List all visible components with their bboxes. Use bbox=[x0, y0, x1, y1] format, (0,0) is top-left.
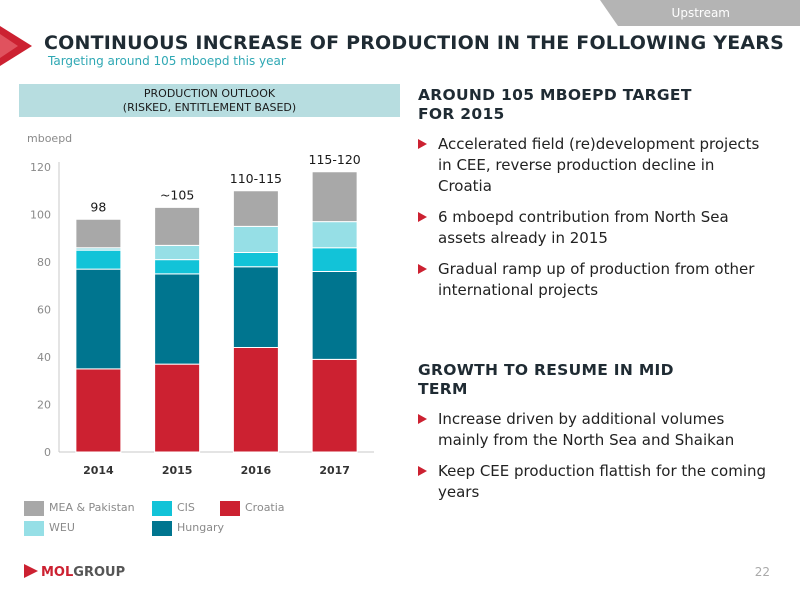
legend-swatch bbox=[152, 500, 172, 516]
bullet-item: Accelerated field (re)development projec… bbox=[418, 134, 773, 197]
bullet-arrow-icon bbox=[418, 264, 427, 274]
section1-bullets: Accelerated field (re)development projec… bbox=[418, 134, 773, 311]
bar-segment-hungary bbox=[311, 271, 358, 360]
x-tick-label: 2016 bbox=[241, 464, 272, 477]
bar-segment-mea-pakistan bbox=[311, 171, 358, 223]
bar-segment-weu bbox=[154, 244, 201, 261]
y-tick-label: 80 bbox=[37, 256, 51, 269]
legend-label: Hungary bbox=[177, 521, 224, 534]
bullet-item: Gradual ramp up of production from other… bbox=[418, 259, 773, 301]
page-subtitle: Targeting around 105 mboepd this year bbox=[48, 54, 286, 68]
legend-item: Croatia bbox=[220, 500, 285, 516]
y-tick-label: 120 bbox=[30, 161, 51, 174]
bullet-item: Keep CEE production flattish for the com… bbox=[418, 461, 773, 503]
chart-panel-subtitle: (RISKED, ENTITLEMENT BASED) bbox=[122, 101, 297, 114]
y-tick-label: 0 bbox=[44, 446, 51, 459]
bar-segment-hungary bbox=[154, 273, 201, 365]
bar-total-label: ~105 bbox=[160, 187, 194, 202]
bar-segment-mea-pakistan bbox=[154, 206, 201, 246]
legend-label: CIS bbox=[177, 501, 195, 514]
chart-panel-title: PRODUCTION OUTLOOK bbox=[143, 87, 276, 100]
bar-total-label: 98 bbox=[90, 199, 106, 214]
bullet-arrow-icon bbox=[418, 139, 427, 149]
chart-legend: Croatia Hungary CIS WEU MEA & Pakistan bbox=[24, 500, 400, 550]
logo-mark-icon bbox=[24, 564, 38, 578]
bar-segment-croatia bbox=[154, 363, 201, 453]
bar-segment-cis bbox=[154, 259, 201, 275]
legend-swatch bbox=[24, 520, 44, 536]
bar-segment-cis bbox=[232, 252, 279, 268]
page-title: CONTINUOUS INCREASE OF PRODUCTION IN THE… bbox=[44, 32, 784, 54]
legend-swatch bbox=[24, 500, 44, 516]
corner-accent-icon bbox=[0, 26, 32, 66]
bar-segment-cis bbox=[75, 249, 122, 270]
bar-total-label: 110-115 bbox=[230, 171, 282, 186]
section1-heading-line1: AROUND 105 MBOEPD TARGET bbox=[418, 86, 692, 104]
legend-item: MEA & Pakistan bbox=[24, 500, 135, 516]
section1-heading-line2: FOR 2015 bbox=[418, 105, 505, 123]
bullet-item: Increase driven by additional volumes ma… bbox=[418, 409, 773, 451]
section2-heading-line1: GROWTH TO RESUME IN MID bbox=[418, 361, 674, 379]
bar-segment-croatia bbox=[311, 358, 358, 453]
company-logo: MOLGROUP bbox=[24, 564, 125, 580]
y-axis-label: mboepd bbox=[27, 132, 72, 145]
bar-segment-croatia bbox=[232, 347, 279, 453]
section2-heading-line2: TERM bbox=[418, 380, 468, 398]
legend-label: MEA & Pakistan bbox=[49, 501, 135, 514]
bar-segment-mea-pakistan bbox=[75, 218, 122, 249]
bar-segment-croatia bbox=[75, 368, 122, 453]
chart-panel-header: PRODUCTION OUTLOOK (RISKED, ENTITLEMENT … bbox=[19, 84, 400, 117]
page-number: 22 bbox=[754, 565, 770, 579]
section2-heading: GROWTH TO RESUME IN MID TERM bbox=[418, 361, 768, 399]
y-tick-label: 20 bbox=[37, 399, 51, 412]
legend-swatch bbox=[152, 520, 172, 536]
legend-label: WEU bbox=[49, 521, 75, 534]
production-outlook-chart: mboepd 0 20 40 60 80 100 120 98 2014 ~105 2015 110-1… bbox=[27, 132, 374, 477]
legend-item: WEU bbox=[24, 520, 75, 536]
bar-segment-weu bbox=[232, 225, 279, 253]
bar-total-label: 115-120 bbox=[309, 152, 361, 167]
y-tick-label: 100 bbox=[30, 209, 51, 222]
bar-segment-cis bbox=[311, 247, 358, 272]
bullet-arrow-icon bbox=[418, 212, 427, 222]
bullet-item: 6 mboepd contribution from North Sea ass… bbox=[418, 207, 773, 249]
legend-item: CIS bbox=[152, 500, 195, 516]
legend-swatch bbox=[220, 500, 240, 516]
bullet-arrow-icon bbox=[418, 414, 427, 424]
legend-label: Croatia bbox=[245, 501, 285, 514]
section-tag: Upstream bbox=[600, 0, 800, 26]
bar-segment-hungary bbox=[75, 268, 122, 370]
x-tick-label: 2017 bbox=[319, 464, 350, 477]
x-tick-label: 2015 bbox=[162, 464, 193, 477]
bar-segment-hungary bbox=[232, 266, 279, 348]
bullet-arrow-icon bbox=[418, 466, 427, 476]
x-tick-label: 2014 bbox=[83, 464, 114, 477]
y-tick-label: 40 bbox=[37, 351, 51, 364]
bar-segment-weu bbox=[311, 221, 358, 249]
y-tick-label: 60 bbox=[37, 304, 51, 317]
legend-item: Hungary bbox=[152, 520, 224, 536]
section1-heading: AROUND 105 MBOEPD TARGET FOR 2015 bbox=[418, 86, 768, 124]
bar-segment-mea-pakistan bbox=[232, 190, 279, 227]
section2-bullets: Increase driven by additional volumes ma… bbox=[418, 409, 773, 513]
